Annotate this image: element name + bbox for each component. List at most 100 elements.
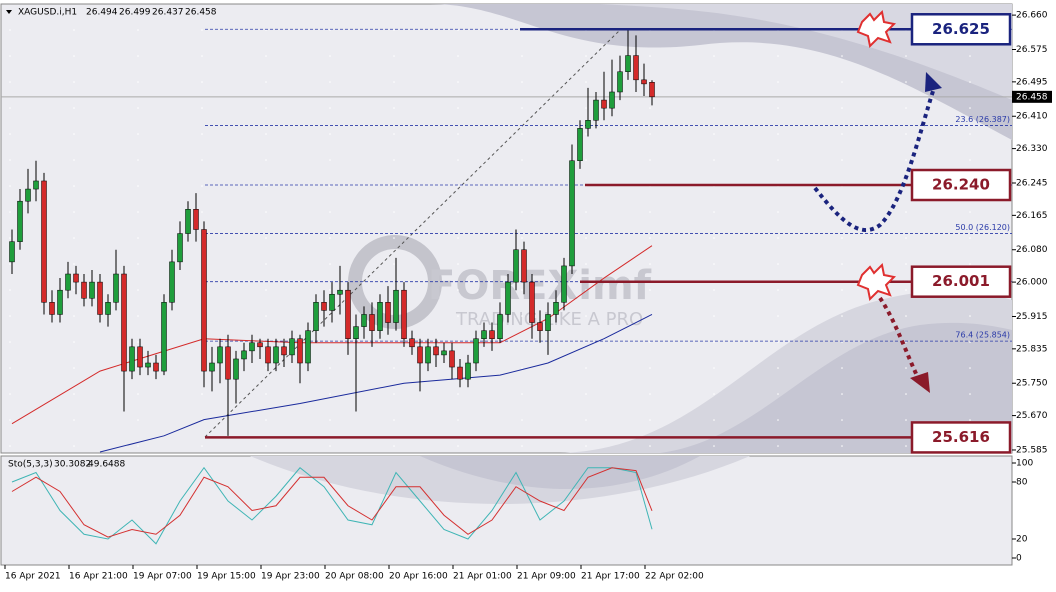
decor-dot	[585, 133, 587, 135]
decor-dot	[9, 133, 11, 135]
indicator-line	[11, 467, 653, 538]
level-box	[910, 168, 1012, 202]
decor-dot	[265, 159, 267, 161]
decor-dot	[585, 341, 587, 343]
decor-dot	[713, 263, 715, 265]
decor-dot	[969, 419, 971, 421]
y-tick-label: 26.165	[1016, 211, 1048, 221]
candle-body	[489, 330, 495, 339]
candle-body	[505, 281, 511, 315]
candle-body	[289, 338, 295, 356]
decor-dot	[265, 55, 267, 57]
candle-body	[609, 91, 615, 109]
decor-dot	[713, 107, 715, 109]
decor-dot	[713, 315, 715, 317]
y-tick-label: 26.410	[1016, 112, 1048, 122]
y-tick-label: 26.080	[1016, 245, 1048, 255]
decor-dot	[521, 237, 523, 239]
decor-dot	[457, 159, 459, 161]
decor-dot	[841, 393, 843, 395]
decor-dot	[73, 367, 75, 369]
decor-dot	[9, 159, 11, 161]
decor-dot	[265, 445, 267, 447]
decor-dot	[73, 29, 75, 31]
decor-dot	[457, 237, 459, 239]
decor-dot	[9, 81, 11, 83]
decor-dot	[201, 29, 203, 31]
candle-body	[177, 233, 183, 263]
decor-dot	[201, 445, 203, 447]
decor-dot	[137, 81, 139, 83]
decor-dot	[777, 133, 779, 135]
decor-dot	[905, 419, 907, 421]
candle-body	[185, 209, 191, 234]
candle-body	[401, 289, 407, 339]
candle-body	[9, 241, 15, 263]
decor-dot	[393, 185, 395, 187]
decor-dot	[521, 211, 523, 213]
decor-dot	[73, 289, 75, 291]
decor-dot	[457, 419, 459, 421]
decor-dot	[73, 445, 75, 447]
decor-dot	[329, 367, 331, 369]
x-tick-label: 21 Apr 09:00	[517, 572, 576, 582]
decor-dot	[265, 367, 267, 369]
level-label: 26.240	[932, 176, 990, 194]
candle-body	[273, 346, 279, 364]
candle-body	[337, 289, 343, 295]
candle-body	[225, 346, 231, 380]
decor-dot	[137, 107, 139, 109]
decor-dot	[777, 445, 779, 447]
candle-body	[137, 346, 143, 368]
candle-body	[97, 281, 103, 315]
decor-dot	[521, 367, 523, 369]
decor-dot	[137, 341, 139, 343]
decor-dot	[457, 81, 459, 83]
candle-body	[585, 120, 591, 129]
indicator-main: 30.3082	[54, 460, 91, 470]
decor-dot	[905, 341, 907, 343]
level-box	[910, 421, 1012, 454]
x-tick-label: 22 Apr 02:00	[645, 572, 704, 582]
decor-dot	[841, 315, 843, 317]
decor-dot	[969, 263, 971, 265]
decor-dot	[841, 81, 843, 83]
decor-dot	[585, 55, 587, 57]
decor-dot	[649, 237, 651, 239]
decor-dot	[201, 185, 203, 187]
x-tick-label: 20 Apr 16:00	[389, 572, 448, 582]
fib-label: 76.4 (25.854)	[955, 331, 1010, 340]
decor-dot	[905, 263, 907, 265]
decor-dot	[329, 107, 331, 109]
indicator-name: Sto(5,3,3)	[8, 460, 53, 470]
decor-dot	[201, 107, 203, 109]
arrow-up	[813, 84, 937, 232]
y-tick-label: 25.585	[1016, 445, 1048, 455]
decor-dot	[265, 185, 267, 187]
decor-dot	[713, 393, 715, 395]
decor-dot	[713, 211, 715, 213]
decor-dot	[73, 393, 75, 395]
decor-dot	[713, 237, 715, 239]
decor-dot	[841, 367, 843, 369]
candle-body	[113, 273, 119, 303]
decor-dot	[329, 315, 331, 317]
decor-dot	[73, 159, 75, 161]
decor-dot	[329, 445, 331, 447]
decor-dot	[969, 367, 971, 369]
header-high: 26.499	[119, 8, 151, 18]
candle-body	[249, 342, 255, 352]
candle-body	[81, 281, 87, 299]
level-label: 25.616	[932, 428, 990, 446]
decor-dot	[9, 289, 11, 291]
candle-body	[481, 330, 487, 339]
decor-dot	[713, 133, 715, 135]
decor-dot	[137, 185, 139, 187]
decor-dot	[201, 133, 203, 135]
candle-body	[569, 160, 575, 267]
decor-dot	[841, 55, 843, 57]
candle-body	[537, 322, 543, 331]
decor-shape	[420, 456, 700, 489]
decor-dot	[457, 445, 459, 447]
decor-dot	[905, 211, 907, 213]
